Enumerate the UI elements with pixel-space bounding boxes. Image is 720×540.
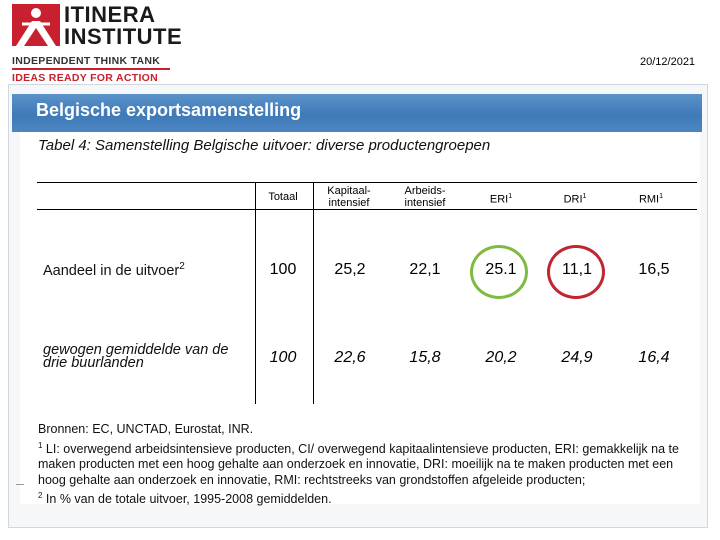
footnote-2: 2 In % van de totale uitvoer, 1995-2008 … (38, 491, 332, 507)
table-header-rule (37, 209, 697, 210)
table-cell: 100 (269, 261, 297, 278)
column-header-kapitaalintensief: Kapitaal- intensief (327, 185, 371, 209)
title-banner (12, 94, 702, 132)
column-header-dri: DRI1 (563, 193, 587, 206)
footnote-sources: Bronnen: EC, UNCTAD, Eurostat, INR. (38, 422, 254, 436)
table-cell: 20,2 (485, 349, 517, 366)
slide-marker (16, 484, 24, 485)
column-header-rmi: RMI1 (638, 193, 664, 206)
footnote-1: 1 LI: overwegend arbeidsintensieve produ… (38, 440, 679, 487)
table-cell: 100 (269, 349, 297, 366)
itinera-logo: ITINERA INSTITUTE INDEPENDENT THINK TANK… (12, 2, 182, 84)
logo-figure-icon (12, 4, 60, 46)
table-title: Tabel 4: Samenstelling Belgische uitvoer… (38, 137, 491, 154)
slide-date: 20/12/2021 (640, 56, 696, 68)
table-cell: 16,4 (638, 349, 670, 366)
eri-highlight-circle (470, 245, 528, 299)
slide-title: Belgische exportsamenstelling (36, 100, 302, 120)
table-cell: 25.1 (485, 261, 517, 278)
table-cell: 16,5 (638, 261, 670, 278)
column-header-totaal: Totaal (268, 191, 298, 203)
column-header-eri: ERI1 (489, 193, 513, 206)
table-cell: 11,1 (562, 261, 592, 278)
dri-highlight-circle (547, 245, 605, 299)
table-divider-2 (313, 182, 314, 404)
row-label-aandeel: Aandeel in de uitvoer2 (43, 261, 185, 279)
logo-name-line1: ITINERA (64, 2, 156, 27)
logo-tagline-2: IDEAS READY FOR ACTION (12, 72, 159, 84)
table-cell: 24,9 (561, 349, 593, 366)
table-cell: 22,6 (334, 349, 366, 366)
table-cell: 25,2 (334, 261, 366, 278)
footnotes: Bronnen: EC, UNCTAD, Eurostat, INR. 1 LI… (38, 422, 698, 508)
slide-content (20, 132, 700, 504)
logo-name-line2: INSTITUTE (64, 24, 183, 49)
column-header-arbeidsintensief: Arbeids- intensief (404, 185, 446, 209)
table-cell: 15,8 (409, 349, 441, 366)
table-cell: 22,1 (409, 261, 441, 278)
row-label-buurlanden: gewogen gemiddelde van de drie buurlande… (43, 342, 229, 371)
logo-divider (12, 68, 170, 70)
logo-tagline-1: INDEPENDENT THINK TANK (12, 55, 161, 67)
table-top-rule (37, 182, 697, 183)
table-divider-1 (255, 182, 256, 404)
